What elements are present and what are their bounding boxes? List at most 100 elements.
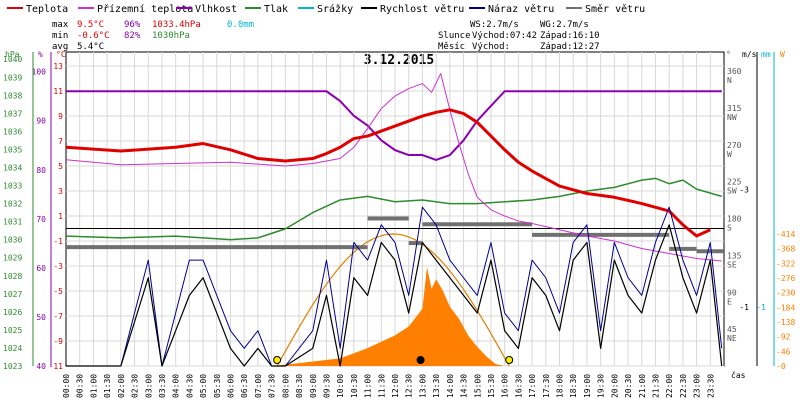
gust-series: [66, 206, 723, 367]
solar-area: [271, 267, 505, 366]
info-block: WS:2.7m/s WG:2.7m/s Slunce Východ:07:42 …: [438, 20, 600, 52]
y-tick-temperature: 11: [53, 87, 63, 96]
x-tick-label: 07:00: [254, 374, 263, 398]
y-tick-compass: SW: [727, 187, 737, 196]
info-sunset: Západ:16:10: [540, 31, 600, 41]
x-tick-label: 12:00: [391, 374, 400, 398]
y-tick-compass: E: [727, 297, 732, 306]
legend-label-teplota: Teplota: [26, 4, 68, 15]
x-tick-label: 02:00: [117, 374, 126, 398]
stat-max-label: max: [52, 20, 69, 30]
y-tick-compass: N: [727, 76, 732, 85]
y-tick-temperature: -9: [53, 337, 63, 346]
ground-temp-series: [65, 73, 722, 262]
y-tick-solar: -46: [776, 347, 791, 356]
y-tick-solar: -276: [776, 274, 795, 283]
y-tick-pressure: 1026: [3, 308, 22, 317]
unit-pct: %: [38, 50, 43, 59]
x-tick-label: 04:30: [185, 374, 194, 398]
x-tick-label: 13:00: [418, 374, 427, 398]
info-moon-label: Měsíc: [438, 42, 465, 52]
y-tick-temperature: -3: [53, 262, 63, 271]
x-tick-label: 11:00: [364, 374, 373, 398]
unit-degc: °C: [56, 50, 66, 59]
x-tick-label: 15:00: [473, 374, 482, 398]
x-tick-label: 05:00: [199, 374, 208, 398]
x-tick-label: 19:30: [597, 374, 606, 398]
unit-w: W: [780, 50, 785, 59]
x-tick-label: 20:00: [610, 374, 619, 398]
legend: Teplota Přízemní teplota Vlhkost Tlak Sr…: [7, 3, 645, 15]
x-tick-label: 00:30: [76, 374, 85, 398]
unit-mm: mm: [761, 50, 771, 59]
grid: [66, 52, 724, 367]
x-tick-label: 19:00: [583, 374, 592, 398]
solar-radiation-area: [271, 267, 505, 366]
y-tick-pressure: 1040: [3, 55, 22, 64]
y-tick-pressure: 1036: [3, 127, 22, 136]
stat-avg-label: avg: [52, 42, 68, 52]
wind-speed-series: [66, 224, 723, 367]
legend-label-naraz-vetru: Náraz větru: [488, 3, 554, 15]
legend-label-tlak: Tlak: [264, 4, 288, 15]
y-tick-wind-speed: -3: [739, 186, 749, 195]
y-tick-compass: W: [727, 150, 732, 159]
temperature-line: [65, 108, 711, 238]
x-tick-label: 11:30: [377, 374, 386, 398]
x-tick-label: 10:00: [336, 374, 345, 398]
y-tick-pressure: 1032: [3, 200, 22, 209]
x-tick-label: 08:00: [281, 374, 290, 398]
x-tick-label: 21:00: [638, 374, 647, 398]
legend-label-vlhkost: Vlhkost: [195, 4, 237, 15]
x-tick-label: 04:00: [172, 374, 181, 398]
sun-curve-line: [276, 233, 510, 367]
legend-label-srazky: Srážky: [317, 3, 353, 15]
stat-avg-temp: 5.4°C: [77, 42, 104, 52]
pressure-series: [65, 177, 722, 241]
humidity-line: [66, 90, 722, 161]
x-tick-label: 05:30: [213, 374, 222, 398]
y-tick-pressure: 1039: [3, 73, 22, 82]
y-tick-wind-direction: 360: [727, 67, 742, 76]
x-tick-label: 14:30: [460, 374, 469, 398]
y-tick-solar: -138: [776, 318, 795, 327]
x-tick-label: 09:00: [309, 374, 318, 398]
info-moonset: Západ:12:27: [540, 42, 600, 52]
sunrise-marker: [273, 356, 282, 364]
axis-units: hPa % °C ° m/s mm W čas: [5, 50, 785, 380]
stat-max-hum: 96%: [124, 20, 141, 30]
x-tick-label: 15:30: [487, 374, 496, 398]
y-tick-pressure: 1025: [3, 326, 22, 335]
y-tick-humidity: 90: [36, 117, 46, 126]
y-tick-compass: S: [727, 224, 732, 233]
y-tick-temperature: -1: [53, 237, 63, 246]
axes: 1040 1039 1038 1037 1036 1035 1034 1033 1032 1031…: [3, 52, 795, 371]
y-tick-wind-speed: -1: [739, 303, 749, 312]
y-tick-compass: NW: [727, 113, 737, 122]
x-tick-label: 20:30: [624, 374, 633, 398]
x-tick-label: 03:30: [158, 374, 167, 398]
stats-block: max 9.5°C 96% 1033.4hPa 0.0mm min -0.6°C…: [52, 20, 254, 52]
stat-min-hum: 82%: [124, 31, 141, 41]
x-tick-label: 00:00: [62, 374, 71, 398]
y-tick-pressure: 1027: [3, 290, 22, 299]
y-tick-solar: -230: [776, 289, 795, 298]
x-tick-label: 14:00: [446, 374, 455, 398]
y-tick-solar: -0: [776, 362, 786, 371]
x-axis-ticks: 00:00 00:30 01:00 01:30 02:00 02:30 03:00 03:30…: [62, 374, 715, 398]
y-tick-solar: -414: [776, 230, 795, 239]
x-tick-label: 23:00: [693, 374, 702, 398]
gust-line: [66, 206, 723, 367]
x-tick-label: 06:00: [227, 374, 236, 398]
y-tick-solar: -368: [776, 245, 795, 254]
unit-time: čas: [731, 370, 746, 380]
unit-hpa: hPa: [5, 50, 20, 59]
x-tick-label: 07:30: [268, 374, 277, 398]
x-tick-label: 18:30: [569, 374, 578, 398]
y-tick-wind-direction: 270: [727, 141, 742, 150]
info-ws: WS:2.7m/s: [470, 20, 519, 30]
info-sunrise: Východ:07:42: [472, 31, 537, 41]
y-tick-temperature: 9: [58, 112, 63, 121]
x-tick-label: 22:30: [679, 374, 688, 398]
